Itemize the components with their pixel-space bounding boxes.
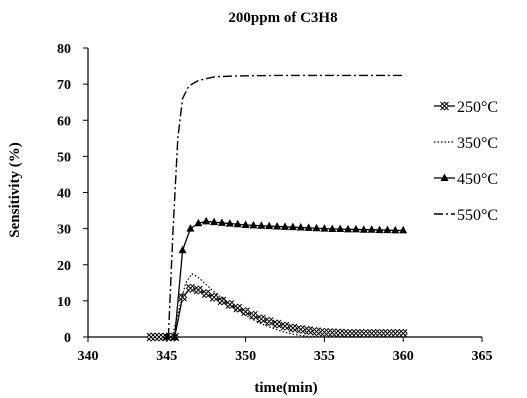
series-1-point-cross [272,319,282,329]
series-1-point-cross [367,329,377,338]
series-1-point-cross [304,326,313,335]
y-tick-label: 20 [57,259,71,274]
series-1-point-cross [390,329,400,338]
series-1-point-cross [241,307,250,317]
legend-label-3: 450°C [457,171,498,188]
series-3-point [178,245,187,254]
series-1-point-cross [327,328,337,338]
y-tick-label: 60 [57,114,71,129]
series-1-point-cross [359,329,369,338]
y-tick-label: 80 [57,42,71,57]
series-layer [146,74,408,342]
series-3-point [233,219,242,228]
series-3-point [296,223,305,231]
series-1-point-cross [375,329,384,338]
series-3-point [312,223,321,232]
series-3-point [359,225,368,233]
series-3-point [257,221,266,229]
series-3-point [351,224,360,233]
x-tick-label: 365 [472,349,493,364]
y-tick-label: 40 [57,187,71,202]
legend-marker-3 [440,173,449,181]
series-3-point [186,224,195,232]
series-1-point-cross [186,283,195,293]
legend-label-2: 350°C [457,135,498,152]
x-tick-label: 360 [393,349,414,364]
series-3-point [281,222,289,230]
series-3-point [194,218,203,227]
series-3-point [249,220,258,229]
series-3-point [344,224,353,233]
x-tick-label: 340 [78,349,99,364]
series-1-point-cross [312,327,321,336]
x-tick-label: 355 [314,349,335,364]
series-1-point-cross [178,292,187,302]
series-1-point-cross [288,323,298,333]
series-3-point [217,218,226,226]
series-3-point [288,222,297,231]
series-3-point [170,332,179,340]
series-1-point-cross [398,329,408,338]
series-3-point [241,220,250,229]
series-1-point-cross [351,329,361,338]
series-1-point-cross [233,303,243,313]
y-tick-label: 50 [57,150,71,165]
series-1-point-cross [146,332,156,342]
series-1-point-cross [201,289,211,299]
legend-label-1: 250°C [457,99,498,116]
series-4-line [167,74,404,338]
series-1-point-cross [217,296,227,306]
y-axis-label: Sensitivity (%) [7,142,23,237]
series-1 [146,283,408,342]
series-3-point [265,221,274,230]
series-1-point-cross [320,327,329,337]
y-tick-label: 10 [57,295,71,310]
series-3 [162,216,408,340]
series-1-point-cross [264,317,274,326]
series-3-point [225,219,234,227]
series-3-point [375,225,384,234]
series-3-point [210,217,219,226]
y-tick-label: 0 [64,331,71,346]
series-3-point [328,224,337,232]
x-tick-label: 345 [156,349,177,364]
series-1-point-cross [154,332,164,342]
series-3-point [304,223,313,231]
series-3-point [320,224,329,232]
legend: 250°C 350°C 450°C 550°C [434,99,498,224]
chart-title: 200ppm of C3H8 [228,10,337,26]
series-1-point-cross [257,314,266,324]
series-3-point [336,224,345,232]
series-3-point [367,225,376,233]
series-1-point-cross [280,321,290,331]
x-tick-label: 350 [235,349,256,364]
series-1-point-cross [296,325,306,334]
series-1-point-cross [335,328,345,338]
series-4 [167,74,404,338]
series-1-point-cross [343,329,353,338]
series-3-point [399,225,408,234]
legend-marker-1-cross [440,101,449,111]
series-3-line [166,220,404,338]
axis-ticks: 0 10 20 30 40 50 60 70 80 340 345 350 355 360 365 [57,42,493,364]
y-tick-label: 70 [57,78,71,93]
legend-label-4: 550°C [457,207,498,224]
series-1-point-cross [225,300,235,309]
series-1-point-cross [193,285,203,295]
series-3-point [202,216,211,225]
y-tick-label: 30 [57,223,71,238]
series-3-point [383,225,392,234]
series-1-point-cross [383,329,392,338]
series-3-point [273,221,282,230]
x-axis-label: time(min) [254,380,317,396]
series-3-point [162,332,171,340]
plot-area [87,48,482,338]
series-3-point [391,225,400,234]
